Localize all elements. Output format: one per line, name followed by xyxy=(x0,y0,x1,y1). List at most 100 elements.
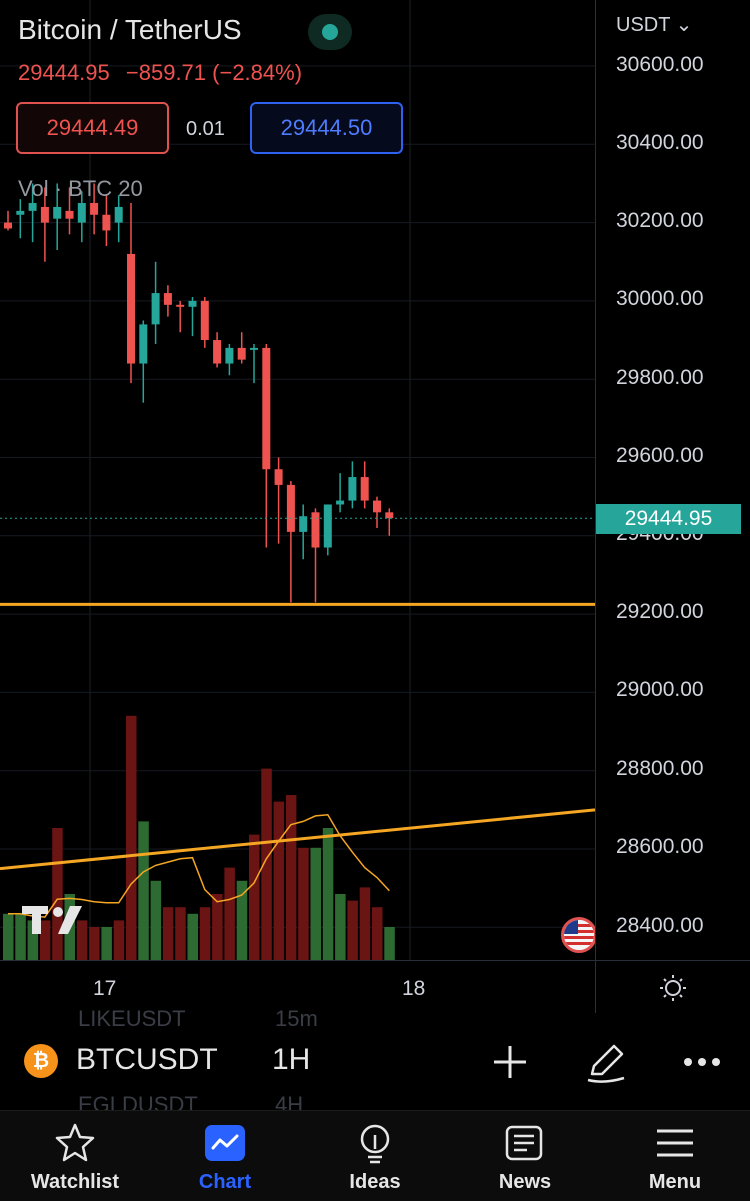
volume-bar xyxy=(347,900,358,960)
candle-body xyxy=(373,500,381,513)
interval-selector[interactable]: 1H xyxy=(272,1043,311,1076)
bitcoin-icon: ₿ xyxy=(24,1044,58,1078)
candle-body xyxy=(299,516,308,532)
candle-body xyxy=(262,347,271,470)
volume-bar xyxy=(101,927,112,960)
candle-body xyxy=(311,512,320,548)
volume-label: Vol · BTC xyxy=(18,176,113,201)
volume-bar xyxy=(76,920,88,960)
price-axis-label: 29000.00 xyxy=(616,678,704,701)
volume-bar xyxy=(3,913,14,960)
price-axis-label: 29800.00 xyxy=(616,366,704,389)
nav-label: News xyxy=(498,1171,552,1193)
volume-bar xyxy=(126,715,137,960)
volume-bar xyxy=(27,920,39,960)
us-flag-icon[interactable] xyxy=(561,917,595,953)
volume-bar xyxy=(15,913,26,960)
volume-bar xyxy=(212,894,223,960)
price-axis-label: 28400.00 xyxy=(616,914,704,937)
price-axis-label: 30000.00 xyxy=(616,287,704,310)
more-icon[interactable] xyxy=(680,1040,724,1084)
chart-toolbar: ₿ BTCUSDT 1H xyxy=(0,1028,750,1094)
bottom-navigation: Watchlist Chart Ideas News Me xyxy=(0,1110,750,1201)
candle-body xyxy=(213,340,222,364)
volume-bar xyxy=(359,887,371,960)
nav-watchlist[interactable]: Watchlist xyxy=(0,1111,150,1201)
volume-bar xyxy=(310,847,321,960)
candle-body xyxy=(4,222,12,229)
candle-body xyxy=(225,347,234,364)
volume-bar xyxy=(175,907,186,960)
price-axis[interactable]: USDT ⌄ 30600.00 30400.00 30200.00 30000.00 2… xyxy=(595,0,750,960)
price-axis-label: 30200.00 xyxy=(616,209,704,232)
time-label: 17 xyxy=(93,977,117,1000)
volume-bar xyxy=(89,927,100,960)
nav-chart[interactable]: Chart xyxy=(150,1111,300,1201)
nav-menu[interactable]: Menu xyxy=(600,1111,750,1201)
candlestick-chart[interactable] xyxy=(0,0,595,960)
volume-bar xyxy=(335,894,346,960)
candle-body xyxy=(176,304,185,307)
volume-indicator-label[interactable]: Vol · BTC 20 xyxy=(18,176,143,202)
menu-icon xyxy=(657,1129,693,1157)
time-axis[interactable]: 17 18 xyxy=(0,960,750,1013)
symbol-selector[interactable]: BTCUSDT xyxy=(76,1043,218,1076)
ghost-list-interval: 15m xyxy=(275,1006,318,1031)
buy-button[interactable]: 29444.50 xyxy=(250,102,403,154)
sell-button[interactable]: 29444.49 xyxy=(16,102,169,154)
lightbulb-icon xyxy=(360,1124,390,1164)
candle-body xyxy=(348,477,357,501)
nav-news[interactable]: News xyxy=(450,1111,600,1201)
volume-bar xyxy=(236,880,248,960)
volume-bar xyxy=(199,907,211,960)
volume-bar xyxy=(113,920,125,960)
candle-body xyxy=(237,347,246,360)
spread-value: 0.01 xyxy=(186,118,225,140)
sun-icon xyxy=(660,975,686,1001)
nav-ideas[interactable]: Ideas xyxy=(300,1111,450,1201)
market-status-icon[interactable] xyxy=(308,14,352,50)
candle-body xyxy=(90,203,99,215)
candle-body xyxy=(28,203,37,211)
candle-body xyxy=(385,512,394,519)
chart-icon xyxy=(205,1125,245,1161)
price-axis-label: 30400.00 xyxy=(616,131,704,154)
plus-icon[interactable] xyxy=(488,1040,532,1084)
price-axis-label: 29200.00 xyxy=(616,600,704,623)
price-change: −859.71 (−2.84%) xyxy=(125,60,303,85)
price-axis-label: 28800.00 xyxy=(616,757,704,780)
chart-area[interactable]: Bitcoin / TetherUS 29444.95 −859.71 (−2.… xyxy=(0,0,595,960)
volume-bar xyxy=(298,847,309,960)
candle-body xyxy=(127,253,135,364)
volume-length: 20 xyxy=(118,176,143,201)
pencil-icon[interactable] xyxy=(584,1040,628,1084)
volume-ma-line xyxy=(8,814,390,918)
symbol-title[interactable]: Bitcoin / TetherUS xyxy=(18,14,242,45)
currency-selector[interactable]: USDT ⌄ xyxy=(616,12,692,37)
last-price: 29444.95 xyxy=(18,60,110,85)
price-axis-label: 28600.00 xyxy=(616,835,704,858)
candle-body xyxy=(16,210,25,215)
volume-bar xyxy=(150,880,162,960)
candle-body xyxy=(53,206,62,219)
volume-bar xyxy=(273,801,285,960)
volume-bar xyxy=(224,867,235,960)
candle-body xyxy=(77,203,86,223)
candle-body xyxy=(40,206,49,223)
candle-body xyxy=(286,484,295,532)
candle-body xyxy=(102,214,111,231)
volume-bar xyxy=(249,834,260,960)
price-axis-label: 30600.00 xyxy=(616,53,704,76)
star-icon xyxy=(55,1123,95,1162)
nav-label: Menu xyxy=(648,1171,702,1193)
chart-settings-button[interactable] xyxy=(595,961,750,1013)
ghost-symbol: LIKEUSDT xyxy=(78,1006,186,1031)
price-summary: 29444.95 −859.71 (−2.84%) xyxy=(18,60,312,86)
tradingview-logo xyxy=(22,906,82,934)
volume-bar xyxy=(39,920,51,960)
volume-bar xyxy=(285,795,297,960)
trend-line xyxy=(0,808,595,871)
candle-body xyxy=(360,477,369,501)
volume-bar xyxy=(322,828,334,960)
price-axis-label: 29600.00 xyxy=(616,444,704,467)
